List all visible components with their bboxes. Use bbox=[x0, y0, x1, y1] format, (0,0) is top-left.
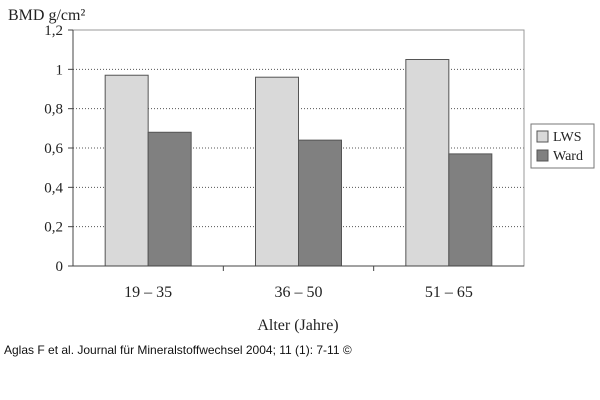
y-tick-label: 0,4 bbox=[44, 180, 63, 196]
legend-swatch-ward bbox=[536, 149, 549, 162]
legend: LWS Ward bbox=[530, 123, 595, 169]
y-axis-title: BMD g/cm² bbox=[8, 7, 85, 24]
bars bbox=[104, 59, 493, 267]
y-tick-label: 1 bbox=[56, 62, 64, 78]
y-tick-labels: 0 0,2 0,4 0,6 0,8 1 1,2 bbox=[44, 23, 63, 275]
bar-ward-3 bbox=[448, 153, 493, 267]
source-caption: Aglas F et al. Journal für Mineralstoffw… bbox=[4, 343, 352, 357]
y-tick-label: 0,8 bbox=[44, 102, 63, 118]
axes bbox=[68, 29, 525, 271]
y-tick-label: 0 bbox=[56, 259, 64, 275]
bar-ward-2 bbox=[298, 139, 342, 267]
legend-swatch-lws bbox=[536, 130, 549, 143]
x-axis-title: Alter (Jahre) bbox=[257, 317, 338, 334]
y-tick-label: 0,6 bbox=[44, 141, 63, 157]
y-tick-label: 0,2 bbox=[44, 220, 63, 236]
legend-label-lws: LWS bbox=[553, 130, 582, 145]
y-tick-label: 1,2 bbox=[44, 23, 63, 39]
bar-lws-3 bbox=[405, 59, 450, 267]
bar-lws-1 bbox=[104, 74, 149, 267]
legend-label-ward: Ward bbox=[553, 149, 583, 164]
x-tick-label: 36 – 50 bbox=[275, 284, 323, 301]
bmd-bar-chart: BMD g/cm² 0 0,2 0,4 0,6 0,8 1 1,2 19 – 35 36 – … bbox=[8, 7, 595, 334]
bar-ward-1 bbox=[147, 131, 192, 267]
x-tick-labels: 19 – 35 36 – 50 51 – 65 bbox=[124, 284, 473, 301]
x-tick-label: 19 – 35 bbox=[124, 284, 172, 301]
x-tick-label: 51 – 65 bbox=[425, 284, 473, 301]
bar-lws-2 bbox=[255, 76, 299, 267]
